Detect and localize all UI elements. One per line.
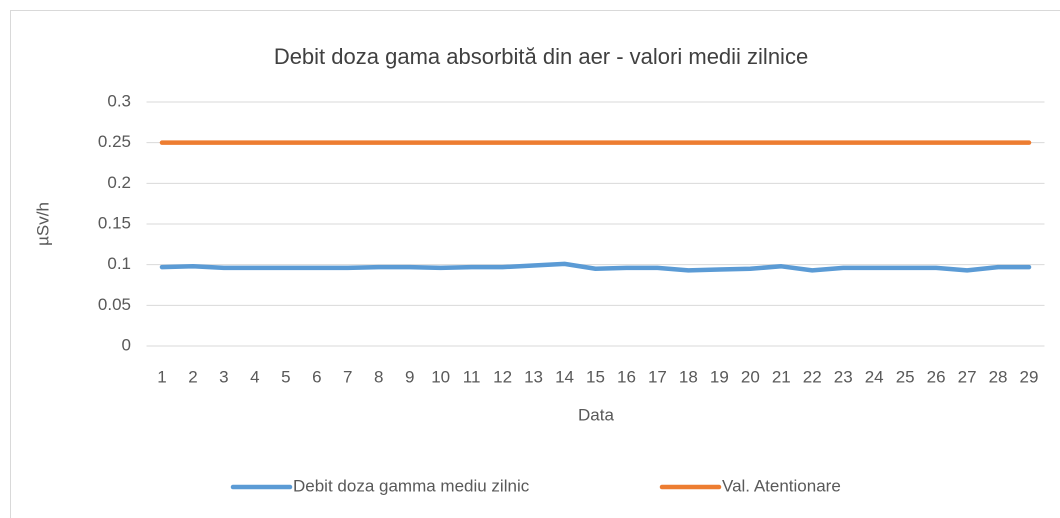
x-axis-title: Data xyxy=(578,405,614,424)
x-tick-label: 8 xyxy=(374,367,383,386)
x-tick-label: 28 xyxy=(989,367,1008,386)
y-tick-label: 0 xyxy=(122,335,131,354)
x-tick-label: 14 xyxy=(555,367,574,386)
chart-title: Debit doza gama absorbită din aer - valo… xyxy=(274,44,808,69)
y-axis-title: µSv/h xyxy=(33,202,52,246)
x-tick-label: 4 xyxy=(250,367,259,386)
x-tick-label: 10 xyxy=(431,367,450,386)
y-tick-label: 0.25 xyxy=(98,132,131,151)
x-tick-label: 11 xyxy=(463,367,481,386)
x-tick-label: 23 xyxy=(834,367,853,386)
x-tick-label: 18 xyxy=(679,367,698,386)
x-tick-label: 6 xyxy=(312,367,321,386)
x-tick-label: 17 xyxy=(648,367,667,386)
x-tick-label: 13 xyxy=(524,367,543,386)
x-tick-label: 19 xyxy=(710,367,729,386)
x-tick-label: 2 xyxy=(188,367,197,386)
x-tick-label: 20 xyxy=(741,367,760,386)
x-tick-label: 24 xyxy=(865,367,884,386)
y-tick-label: 0.3 xyxy=(107,91,131,110)
x-tick-label: 21 xyxy=(772,367,791,386)
x-tick-label: 3 xyxy=(219,367,228,386)
x-tick-label: 22 xyxy=(803,367,822,386)
y-tick-label: 0.1 xyxy=(107,254,131,273)
legend-label: Val. Atentionare xyxy=(722,476,841,495)
x-tick-label: 25 xyxy=(896,367,915,386)
x-tick-label: 7 xyxy=(343,367,352,386)
x-tick-label: 5 xyxy=(281,367,290,386)
y-tick-label: 0.15 xyxy=(98,213,131,232)
x-tick-label: 12 xyxy=(493,367,512,386)
x-tick-label: 9 xyxy=(405,367,414,386)
legend-label: Debit doza gamma mediu zilnic xyxy=(293,476,530,495)
y-tick-label: 0.2 xyxy=(107,173,131,192)
x-tick-label: 15 xyxy=(586,367,605,386)
x-tick-label: 16 xyxy=(617,367,636,386)
x-tick-label: 29 xyxy=(1020,367,1039,386)
x-tick-label: 27 xyxy=(958,367,977,386)
y-tick-label: 0.05 xyxy=(98,295,131,314)
series-line xyxy=(159,261,1032,273)
x-tick-label: 1 xyxy=(157,367,166,386)
x-tick-label: 26 xyxy=(927,367,946,386)
